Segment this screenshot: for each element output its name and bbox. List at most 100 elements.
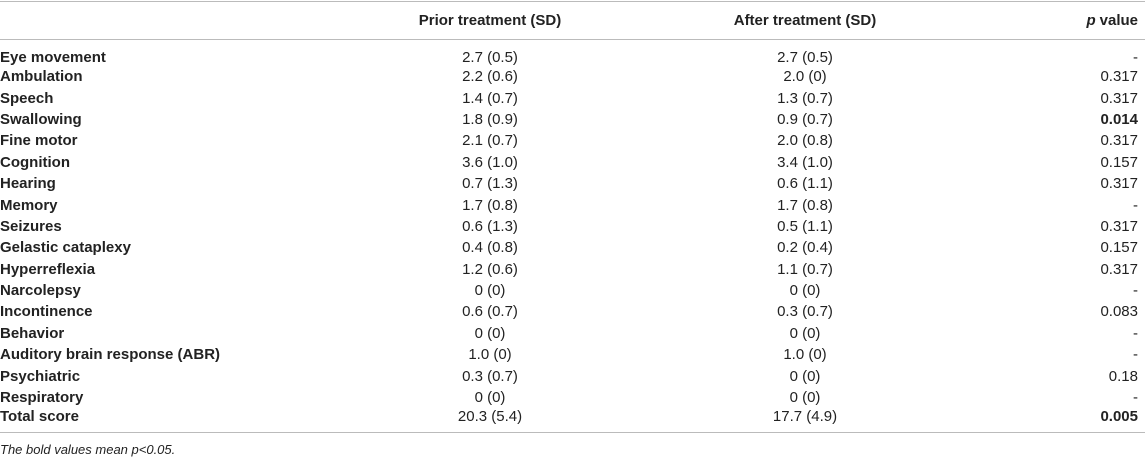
table-row: Memory 1.7 (0.8) 1.7 (0.8) - [0,194,1145,215]
row-label: Fine motor [0,132,78,150]
prior-cell: 2.7 (0.5) [462,49,518,66]
row-label: Seizures [0,217,62,235]
p-value-cell: 0.005 [1100,408,1138,426]
row-label: Eye movement [0,49,106,66]
table-row: Incontinence 0.6 (0.7) 0.3 (0.7) 0.083 [0,301,1145,322]
p-value-cell: 0.317 [1100,89,1138,107]
p-value-cell: 0.014 [1100,110,1138,128]
p-value-cell: - [1133,389,1138,407]
prior-cell: 2.2 (0.6) [462,68,518,86]
prior-cell: 3.6 (1.0) [462,153,518,171]
row-label: Gelastic cataplexy [0,239,131,257]
footnote: The bold values mean p<0.05. [0,442,176,458]
after-cell: 0.2 (0.4) [777,239,833,257]
prior-cell: 20.3 (5.4) [457,408,523,426]
row-label: Narcolepsy [0,282,81,300]
after-cell: 0.5 (1.1) [777,217,833,235]
after-cell: 17.7 (4.9) [772,408,838,426]
after-cell: 1.7 (0.8) [777,196,833,214]
row-label: Speech [0,89,54,107]
row-label: Hearing [0,175,56,193]
row-label: Cognition [0,153,70,171]
header-cell: After treatment (SD) [733,12,877,29]
header-cell: p value [990,2,1145,40]
table-body: Eye movement 2.7 (0.5) 2.7 (0.5) - Ambulatio… [0,40,1145,433]
p-value-cell: - [1133,282,1138,300]
data-table: Prior treatment (SD) After treatment (SD… [0,1,1145,433]
table-row: Respiratory 0 (0) 0 (0) - [0,387,1145,408]
row-label: Respiratory [0,389,84,407]
p-value-cell: 0.317 [1100,260,1138,278]
prior-cell: 1.8 (0.9) [462,110,518,128]
after-cell: 0 (0) [789,367,821,385]
after-cell: 2.0 (0.8) [777,132,833,150]
table-row: Seizures 0.6 (1.3) 0.5 (1.1) 0.317 [0,216,1145,237]
p-value-cell: - [1133,196,1138,214]
prior-cell: 0 (0) [474,282,506,300]
header-cell: Prior treatment (SD) [418,12,562,29]
row-label: Memory [0,196,58,214]
p-value-cell: - [1133,324,1138,342]
table-row: Eye movement 2.7 (0.5) 2.7 (0.5) - [0,40,1145,66]
after-cell: 2.0 (0) [783,68,827,86]
after-cell: 3.4 (1.0) [777,153,833,171]
after-cell: 2.7 (0.5) [777,49,833,66]
header-text: value [1099,12,1138,29]
table-row: Cognition 3.6 (1.0) 3.4 (1.0) 0.157 [0,152,1145,173]
table-row: Fine motor 2.1 (0.7) 2.0 (0.8) 0.317 [0,130,1145,151]
prior-cell: 1.0 (0) [468,346,512,364]
p-value-cell: 0.317 [1100,175,1138,193]
table-row: Total score 20.3 (5.4) 17.7 (4.9) 0.005 [0,408,1145,433]
table-row: Psychiatric 0.3 (0.7) 0 (0) 0.18 [0,365,1145,386]
row-label: Swallowing [0,110,82,128]
table-row: Speech 1.4 (0.7) 1.3 (0.7) 0.317 [0,87,1145,108]
p-value-cell: - [1133,346,1138,364]
prior-cell: 1.4 (0.7) [462,89,518,107]
after-cell: 1.1 (0.7) [777,260,833,278]
p-value-cell: 0.083 [1100,303,1138,321]
row-label: Psychiatric [0,367,81,385]
prior-cell: 0 (0) [474,324,506,342]
table-row: Hearing 0.7 (1.3) 0.6 (1.1) 0.317 [0,173,1145,194]
row-label: Incontinence [0,303,93,321]
row-label: Ambulation [0,68,83,86]
prior-cell: 2.1 (0.7) [462,132,518,150]
table-row: Gelastic cataplexy 0.4 (0.8) 0.2 (0.4) 0.15… [0,237,1145,258]
table-row: Narcolepsy 0 (0) 0 (0) - [0,280,1145,301]
p-value-cell: 0.18 [1108,367,1138,385]
prior-cell: 0.6 (1.3) [462,217,518,235]
after-cell: 0 (0) [789,282,821,300]
table-row: Auditory brain response (ABR) 1.0 (0) 1.0 … [0,344,1145,365]
after-cell: 1.3 (0.7) [777,89,833,107]
table-header: Prior treatment (SD) After treatment (SD… [0,1,1145,40]
row-label: Total score [0,408,79,426]
prior-cell: 0.3 (0.7) [462,367,518,385]
header-row: Prior treatment (SD) After treatment (SD… [0,1,1145,40]
after-cell: 1.0 (0) [783,346,827,364]
prior-cell: 0 (0) [474,389,506,407]
p-value-cell: 0.317 [1100,132,1138,150]
table-row: Ambulation 2.2 (0.6) 2.0 (0) 0.317 [0,66,1145,87]
prior-cell: 0.4 (0.8) [462,239,518,257]
p-value-cell: 0.157 [1100,153,1138,171]
prior-cell: 1.2 (0.6) [462,260,518,278]
row-label: Behavior [0,324,65,342]
p-value-cell: - [1133,49,1138,66]
p-value-cell: 0.157 [1100,239,1138,257]
after-cell: 0 (0) [789,389,821,407]
after-cell: 0.3 (0.7) [777,303,833,321]
table-row: Hyperreflexia 1.2 (0.6) 1.1 (0.7) 0.317 [0,259,1145,280]
after-cell: 0 (0) [789,324,821,342]
p-value-cell: 0.317 [1100,217,1138,235]
row-label: Auditory brain response (ABR) [0,346,221,364]
p-value-cell: 0.317 [1100,68,1138,86]
row-label: Hyperreflexia [0,260,96,278]
prior-cell: 1.7 (0.8) [462,196,518,214]
after-cell: 0.9 (0.7) [777,110,833,128]
prior-cell: 0.6 (0.7) [462,303,518,321]
table-row: Behavior 0 (0) 0 (0) - [0,323,1145,344]
after-cell: 0.6 (1.1) [777,175,833,193]
header-cell [0,2,360,40]
prior-cell: 0.7 (1.3) [462,175,518,193]
